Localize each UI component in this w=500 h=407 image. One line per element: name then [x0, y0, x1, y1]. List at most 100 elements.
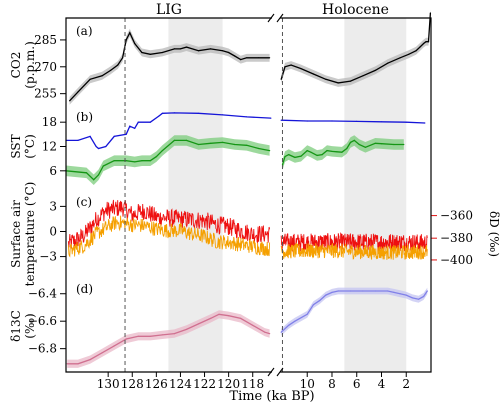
data-point	[246, 144, 248, 146]
x-tick-label: 118	[241, 377, 264, 391]
data-point	[179, 48, 181, 50]
data-point	[113, 345, 115, 347]
data-point	[137, 121, 139, 123]
data-point	[97, 174, 100, 176]
data-point	[210, 48, 212, 50]
data-point	[336, 151, 338, 153]
data-point	[222, 141, 224, 143]
data-point	[149, 53, 151, 55]
data-point	[380, 143, 383, 145]
data-point	[117, 64, 119, 66]
labels: LIG Holocene(a)255270285CO2(p.p.m.)(b)612…	[9, 2, 500, 391]
series-band-hol	[281, 287, 428, 336]
data-point	[210, 317, 212, 319]
data-point	[349, 290, 352, 292]
data-point	[173, 48, 175, 50]
y-tick-label: −6.8	[28, 342, 57, 356]
data-point	[129, 125, 131, 127]
series-band-lig	[69, 28, 270, 105]
data-point	[380, 121, 383, 123]
data-point	[356, 120, 358, 122]
y-axis-label: CO2(p.p.m.)	[9, 41, 37, 89]
right-tick-label: −380	[440, 231, 473, 245]
data-point	[284, 156, 286, 158]
data-point	[173, 333, 175, 335]
data-point	[234, 55, 236, 57]
section-title-lig: LIG	[156, 2, 182, 18]
data-point	[331, 150, 333, 152]
data-point	[101, 75, 103, 77]
data-point	[77, 91, 79, 93]
data-point	[281, 164, 284, 166]
data-point	[222, 114, 224, 116]
data-point	[258, 57, 260, 59]
data-point	[427, 41, 430, 43]
data-point	[405, 294, 407, 296]
y-axis-label-line: CO2	[9, 52, 23, 79]
y-tick-label: −6.4	[28, 287, 58, 301]
data-point	[270, 117, 272, 119]
data-point	[228, 315, 230, 317]
data-point	[393, 291, 395, 293]
data-point	[93, 179, 95, 181]
y-axis-label: Surface airtemperature (°C)	[9, 182, 37, 287]
series-band-lig	[66, 135, 270, 185]
data-point	[210, 142, 212, 144]
data-point	[66, 363, 68, 365]
data-point	[149, 335, 151, 337]
data-point	[149, 121, 151, 123]
y-axis-label-line: Surface air	[9, 200, 23, 268]
data-point	[387, 290, 389, 292]
data-point	[415, 50, 417, 52]
axis-break-mark	[267, 13, 275, 23]
data-point	[393, 143, 395, 146]
data-point	[316, 154, 318, 156]
y-tick-label: −6.6	[28, 314, 57, 328]
data-point	[337, 82, 339, 84]
data-point	[374, 290, 376, 292]
data-point	[134, 161, 136, 163]
x-tick-label: 6	[353, 377, 361, 391]
data-point	[105, 145, 107, 148]
data-point	[173, 112, 175, 114]
data-point	[306, 313, 308, 315]
data-point	[125, 160, 127, 162]
data-point	[197, 143, 200, 146]
data-point	[97, 147, 100, 150]
data-point	[161, 112, 163, 114]
y-axis-label-line: SST	[9, 134, 23, 158]
data-point	[321, 154, 323, 156]
data-point	[141, 51, 143, 54]
data-point	[218, 313, 220, 315]
data-point	[423, 295, 425, 298]
series-line-hol	[280, 232, 428, 253]
data-point	[288, 324, 290, 326]
data-point	[77, 139, 79, 141]
series-line-hol	[281, 139, 404, 165]
data-point	[122, 57, 124, 59]
data-point	[149, 160, 151, 162]
data-point	[424, 122, 426, 124]
data-point	[134, 127, 136, 129]
right-tick-label: −360	[440, 209, 473, 223]
data-point	[288, 154, 290, 156]
data-point	[258, 147, 260, 150]
data-point	[387, 62, 389, 64]
data-point	[246, 116, 248, 118]
y-axis-label: SST(°C)	[9, 134, 37, 159]
data-point	[197, 323, 200, 325]
x-axis-label: Time (ka BP)	[229, 389, 314, 404]
data-point	[294, 320, 296, 322]
x-tick-label: 122	[193, 377, 216, 391]
data-point	[280, 331, 282, 333]
data-point	[280, 119, 282, 121]
data-point	[353, 139, 355, 141]
axis-break-mark	[267, 367, 275, 377]
data-point	[294, 156, 296, 158]
series-lines	[65, 12, 432, 365]
data-point	[312, 73, 314, 75]
data-point	[337, 290, 339, 292]
y-tick-label: 270	[34, 60, 57, 74]
data-point	[95, 145, 97, 148]
